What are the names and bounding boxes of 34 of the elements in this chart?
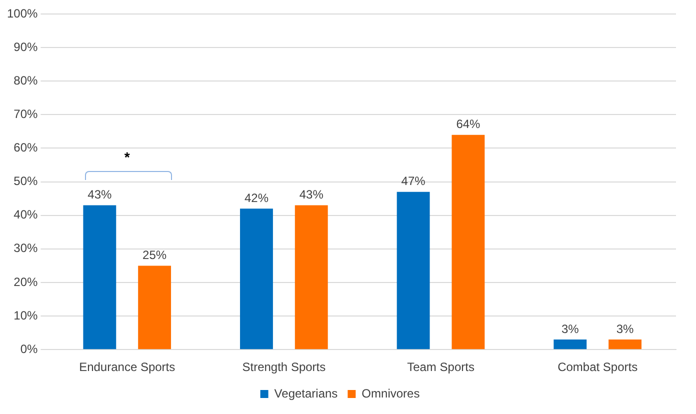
y-tick-label: 50% — [14, 174, 38, 188]
legend-label: Omnivores — [362, 386, 420, 400]
data-label: 43% — [88, 188, 112, 202]
bar — [83, 205, 116, 350]
legend-label: Vegetarians — [274, 386, 338, 400]
y-tick-label: 10% — [14, 308, 38, 322]
data-label: 42% — [244, 190, 269, 205]
data-label: 43% — [299, 188, 324, 202]
bar — [396, 192, 430, 350]
bar — [452, 134, 485, 350]
y-tick-label: 70% — [14, 106, 38, 121]
y-tick-label: 20% — [14, 274, 38, 289]
x-tick-label: Combat Sports — [558, 360, 638, 374]
data-label: 25% — [142, 248, 167, 262]
x-tick-label: Endurance Sports — [79, 360, 176, 374]
data-label: 3% — [616, 322, 634, 336]
bar — [138, 266, 172, 350]
y-tick-label: 40% — [14, 208, 38, 222]
y-tick-label: 0% — [20, 342, 38, 356]
y-tick-label: 80% — [14, 73, 38, 88]
data-label: 3% — [561, 322, 580, 336]
x-tick-label: Team Sports — [407, 360, 474, 374]
y-tick-label: 100% — [6, 6, 38, 20]
x-tick-label: Strength Sports — [242, 360, 326, 374]
bar — [240, 208, 273, 350]
bar — [554, 340, 587, 350]
data-label: 47% — [401, 174, 426, 188]
bar — [294, 205, 328, 350]
data-label: 64% — [456, 117, 481, 132]
y-tick-label: 30% — [14, 241, 38, 256]
bar — [608, 340, 642, 350]
annotation: * — [124, 149, 130, 166]
y-tick-label: 60% — [14, 140, 38, 155]
y-tick-label: 90% — [14, 40, 38, 54]
